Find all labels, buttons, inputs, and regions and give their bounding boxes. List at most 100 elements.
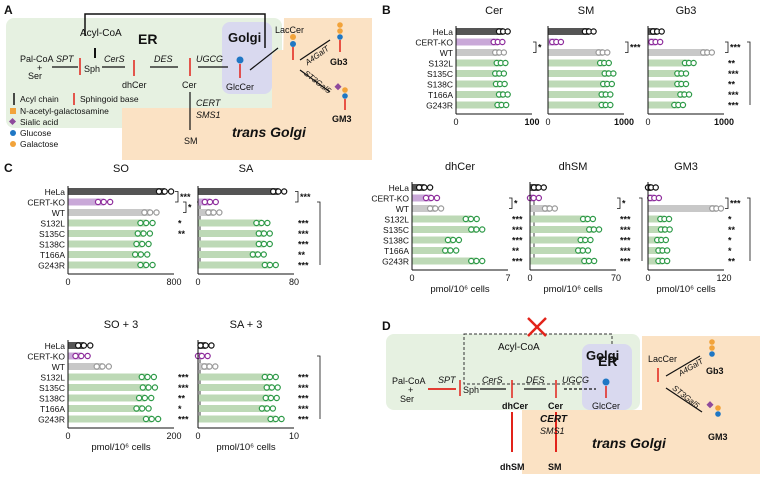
tick-label: S135C <box>39 229 65 239</box>
data-point <box>442 247 449 254</box>
bar <box>68 363 103 370</box>
tick-label: 0 <box>195 431 200 441</box>
data-point <box>148 415 155 423</box>
tick-label: S138C <box>39 240 65 250</box>
data-point <box>590 226 598 233</box>
significance-label: ** <box>728 80 736 90</box>
data-point <box>266 261 274 269</box>
significance-label: *** <box>728 69 739 79</box>
significance-label: ** <box>728 59 736 69</box>
data-point <box>145 240 152 248</box>
trans-golgi-region-d <box>522 336 760 474</box>
data-point <box>93 363 100 370</box>
acyl-coa-label: Acyl-CoA <box>80 28 122 39</box>
tick-label: S138C <box>427 80 453 90</box>
data-point <box>145 384 152 391</box>
chart-sa: SA0 80***************** <box>195 163 321 287</box>
data-point <box>263 384 270 391</box>
tick-label: G243R <box>382 257 409 267</box>
bar <box>68 219 147 227</box>
data-point <box>135 394 143 402</box>
data-point <box>708 49 716 56</box>
svg-text:UGCG: UGCG <box>196 54 223 64</box>
chart-title: Cer <box>485 5 503 17</box>
data-point <box>133 240 140 248</box>
data-point <box>432 205 439 212</box>
data-point <box>145 405 152 412</box>
chart-title: SA <box>239 163 254 175</box>
bar <box>530 205 550 212</box>
svg-text:Sialic acid: Sialic acid <box>20 117 59 127</box>
data-point <box>267 394 275 402</box>
sms1-label: SMS1 <box>196 110 221 120</box>
svg-text:Golgi: Golgi <box>586 348 619 363</box>
data-point <box>197 342 204 349</box>
data-point <box>666 226 673 233</box>
tick-label: 1000 <box>614 117 634 127</box>
svg-text:UGCG: UGCG <box>562 375 589 385</box>
significance-label: *** <box>620 215 631 225</box>
data-point <box>99 363 106 370</box>
significance-label: *** <box>298 373 309 383</box>
tick-label: CERT-KO <box>371 194 409 204</box>
data-point <box>141 394 149 402</box>
chart-title: dhCer <box>445 161 475 173</box>
tick-label: S135C <box>39 383 65 393</box>
data-point <box>501 80 508 88</box>
data-point <box>278 415 285 423</box>
data-point <box>455 236 463 244</box>
tick-label: WT <box>396 204 409 214</box>
bar <box>648 70 682 77</box>
tick-label: 800 <box>166 277 181 287</box>
bar <box>548 59 605 67</box>
tick-label: 1000 <box>714 117 734 127</box>
data-point <box>139 384 147 391</box>
glccer-label: GlcCer <box>226 82 254 92</box>
data-point <box>500 49 508 56</box>
data-point <box>144 373 151 381</box>
significance-label: *** <box>300 192 311 202</box>
data-point <box>530 194 537 202</box>
data-point <box>473 226 480 233</box>
svg-text:SPT: SPT <box>56 54 75 64</box>
data-point <box>106 198 114 206</box>
golgi-region <box>222 22 272 94</box>
panel-label-d: D <box>382 319 391 333</box>
significance-bracket <box>617 197 621 209</box>
data-point <box>582 236 589 244</box>
bar <box>648 80 682 88</box>
significance-bracket <box>747 41 751 105</box>
chart-so: SO HeLaCERT-KOWTS132LS135CS138CT166AG243R… <box>27 163 201 287</box>
significance-label: *** <box>298 415 309 425</box>
significance-label: * <box>178 404 182 414</box>
data-point <box>479 226 486 233</box>
bar <box>412 236 454 244</box>
bar <box>648 215 665 223</box>
svg-text:+: + <box>408 385 413 395</box>
significance-label: *** <box>298 404 309 414</box>
trans-golgi-label: trans Golgi <box>232 124 307 140</box>
axis-label: pmol/10⁶ cells <box>656 284 716 295</box>
tick-label: HeLa <box>45 341 66 351</box>
tick-label: T166A <box>428 90 453 100</box>
bar <box>456 28 504 35</box>
bar <box>456 91 504 98</box>
data-point <box>155 188 163 195</box>
tick-label: 0 <box>527 273 532 283</box>
svg-text:GM3: GM3 <box>708 432 728 442</box>
svg-text:Gb3: Gb3 <box>706 366 724 376</box>
data-point <box>658 28 665 35</box>
data-point <box>272 373 279 381</box>
data-point <box>262 394 269 402</box>
bar <box>456 38 498 46</box>
bar <box>530 247 583 254</box>
bar <box>198 219 262 227</box>
significance-label: *** <box>298 394 309 404</box>
data-point <box>255 230 263 237</box>
data-point <box>131 251 139 258</box>
data-point <box>266 230 273 237</box>
bar <box>68 209 151 216</box>
data-point <box>679 101 687 109</box>
data-point <box>153 209 160 216</box>
glucose-icon <box>236 56 244 64</box>
